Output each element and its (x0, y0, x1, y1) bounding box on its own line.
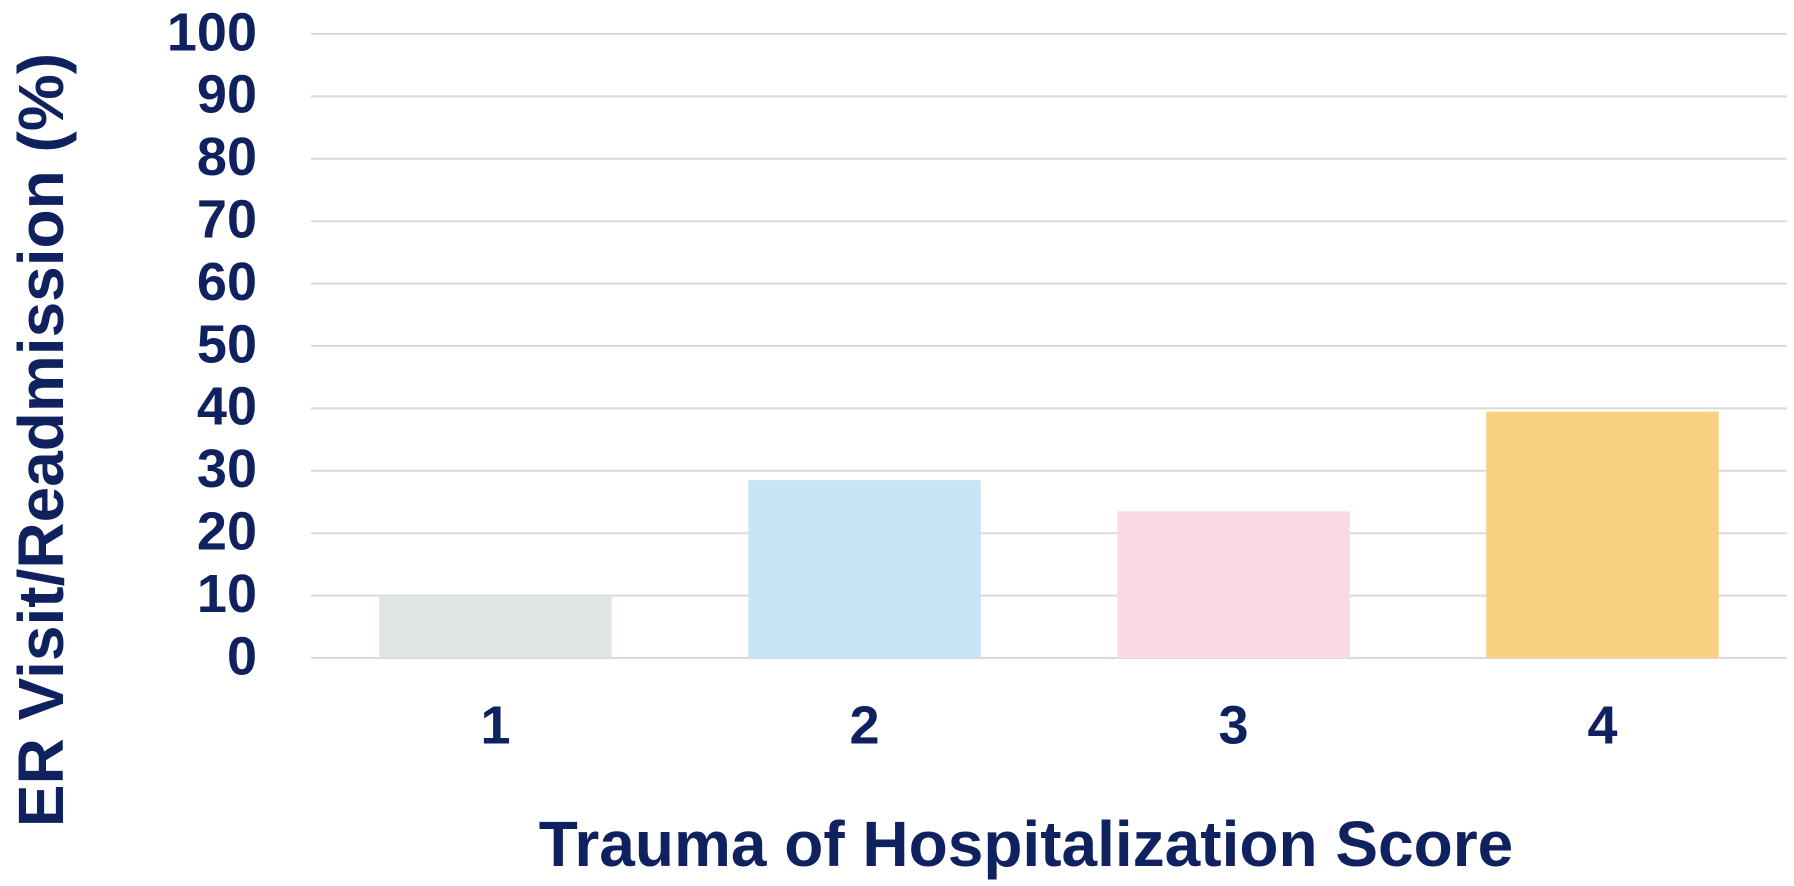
y-tick-label: 0 (227, 626, 257, 686)
bar (1486, 411, 1719, 658)
y-tick-label: 30 (197, 439, 257, 499)
x-axis-title: Trauma of Hospitalization Score (539, 808, 1513, 880)
y-tick-label: 50 (197, 314, 257, 374)
y-tick-label: 10 (197, 564, 257, 624)
y-axis-title: ER Visit/Readmission (%) (5, 53, 77, 827)
y-tick-label: 40 (197, 377, 257, 437)
y-tick-label: 70 (197, 189, 257, 249)
x-tick-label: 1 (480, 695, 510, 755)
y-tick-label: 20 (197, 501, 257, 561)
bar (748, 480, 981, 658)
bar (1117, 511, 1350, 658)
x-tick-label: 4 (1587, 695, 1617, 755)
y-tick-label: 60 (197, 252, 257, 312)
y-tick-label: 100 (167, 2, 257, 62)
x-tick-label: 3 (1218, 695, 1248, 755)
bar (379, 595, 612, 658)
y-tick-label: 90 (197, 65, 257, 125)
y-tick-label: 80 (197, 127, 257, 187)
x-tick-label: 2 (849, 695, 879, 755)
